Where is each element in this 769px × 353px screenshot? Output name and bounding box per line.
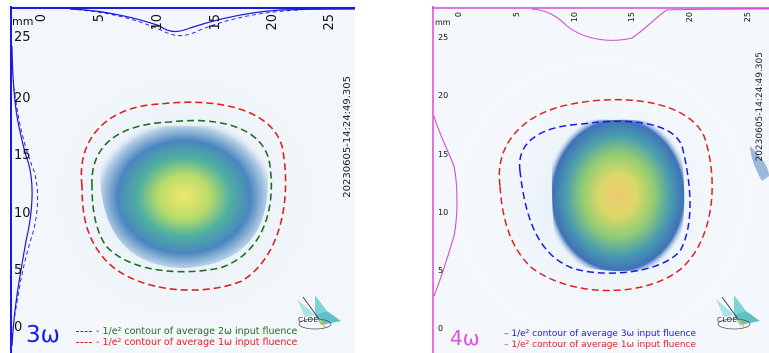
legend-entry-3w: – 1/e² contour of average 3ω input fluen… xyxy=(504,329,696,340)
y-tick-20: 20 xyxy=(438,91,448,100)
vertical-profile-ref xyxy=(11,65,39,337)
legend-swatch-green xyxy=(76,331,92,332)
cloe-logo-icon xyxy=(297,295,341,330)
legend-text: – 1/e² contour of average 3ω input fluen… xyxy=(504,329,697,339)
legend-entry-2w: - 1/e² contour of average 2ω input fluen… xyxy=(76,326,297,337)
harmonic-label: 3ω xyxy=(26,322,60,348)
y-tick-labels: 25 20 15 10 5 0 xyxy=(438,33,448,333)
horizontal-profile-4w xyxy=(531,8,769,41)
beam-image-3w: 0 5 10 15 20 25 25 20 15 10 5 0 mm 20230… xyxy=(10,6,356,353)
legend: – 1/e² contour of average 3ω input fluen… xyxy=(504,329,696,350)
x-tick-10: 10 xyxy=(150,14,165,31)
x-tick-25: 25 xyxy=(743,12,752,22)
beam-plot-4w: 0 5 10 15 20 25 25 20 15 10 5 0 xyxy=(432,6,769,353)
axis-unit-label: mm xyxy=(435,18,451,27)
cloe-logo: CLOE xyxy=(285,291,345,337)
x-tick-20: 20 xyxy=(265,14,280,31)
horizontal-profile-ref xyxy=(69,8,301,37)
x-tick-labels: 0 5 10 15 20 25 xyxy=(34,14,337,31)
x-tick-15: 15 xyxy=(208,14,223,31)
logo-text: CLOE xyxy=(298,316,319,324)
x-tick-5: 5 xyxy=(92,14,107,22)
legend-entry-1w: - 1/e² contour of average 1ω input fluen… xyxy=(76,337,297,348)
y-tick-15: 15 xyxy=(438,150,448,159)
contour-2w xyxy=(91,119,273,273)
beam-image-4w: 0 5 10 15 20 25 25 20 15 10 5 0 mm 20230… xyxy=(432,6,769,353)
x-tick-10: 10 xyxy=(570,12,579,22)
y-tick-labels: 25 20 15 10 5 0 xyxy=(14,30,31,335)
logo-text: CLOE xyxy=(717,316,738,324)
y-tick-20: 20 xyxy=(14,91,31,106)
beam-spot-3w xyxy=(100,125,269,268)
legend-entry-1w: – 1/e² contour of average 1ω input fluen… xyxy=(504,340,696,351)
timestamp: 20230605-14:24:49.305 xyxy=(755,52,765,162)
y-tick-15: 15 xyxy=(14,148,31,163)
y-tick-0: 0 xyxy=(14,320,22,335)
beam-spot-stray xyxy=(750,146,769,181)
legend: - 1/e² contour of average 2ω input fluen… xyxy=(76,326,297,348)
vertical-profile-4w xyxy=(433,115,458,297)
x-tick-20: 20 xyxy=(685,12,694,22)
beam-plot-3w: 0 5 10 15 20 25 25 20 15 10 5 0 xyxy=(10,6,356,353)
x-tick-15: 15 xyxy=(627,12,636,22)
legend-text: - 1/e² contour of average 2ω input fluen… xyxy=(96,326,298,337)
axis-unit-label: mm xyxy=(12,15,34,28)
contour-3w xyxy=(518,120,691,274)
x-tick-5: 5 xyxy=(512,12,521,17)
y-tick-25: 25 xyxy=(14,30,31,45)
legend-text: - 1/e² contour of average 1ω input fluen… xyxy=(96,337,298,348)
cloe-logo: CLOE xyxy=(704,291,764,337)
cloe-logo-icon xyxy=(716,295,760,330)
x-tick-labels: 0 5 10 15 20 25 xyxy=(454,12,752,22)
y-tick-10: 10 xyxy=(438,208,448,217)
y-tick-5: 5 xyxy=(438,266,443,275)
contour-1w xyxy=(498,98,713,292)
y-tick-25: 25 xyxy=(438,33,448,42)
x-tick-25: 25 xyxy=(322,14,337,31)
beam-spot-4w xyxy=(551,119,685,272)
vertical-profile-3w xyxy=(11,45,33,347)
harmonic-label: 4ω xyxy=(450,326,480,350)
legend-text: – 1/e² contour of average 1ω input fluen… xyxy=(504,339,697,350)
legend-swatch-red xyxy=(76,342,92,343)
x-tick-0: 0 xyxy=(34,14,49,22)
horizontal-profile-3w xyxy=(69,8,356,33)
timestamp: 20230605-14:24:49.305 xyxy=(342,76,353,198)
x-tick-0: 0 xyxy=(454,12,463,17)
y-tick-0: 0 xyxy=(438,324,443,333)
y-tick-10: 10 xyxy=(14,206,31,221)
y-tick-5: 5 xyxy=(14,263,22,278)
contour-1w xyxy=(80,101,287,291)
